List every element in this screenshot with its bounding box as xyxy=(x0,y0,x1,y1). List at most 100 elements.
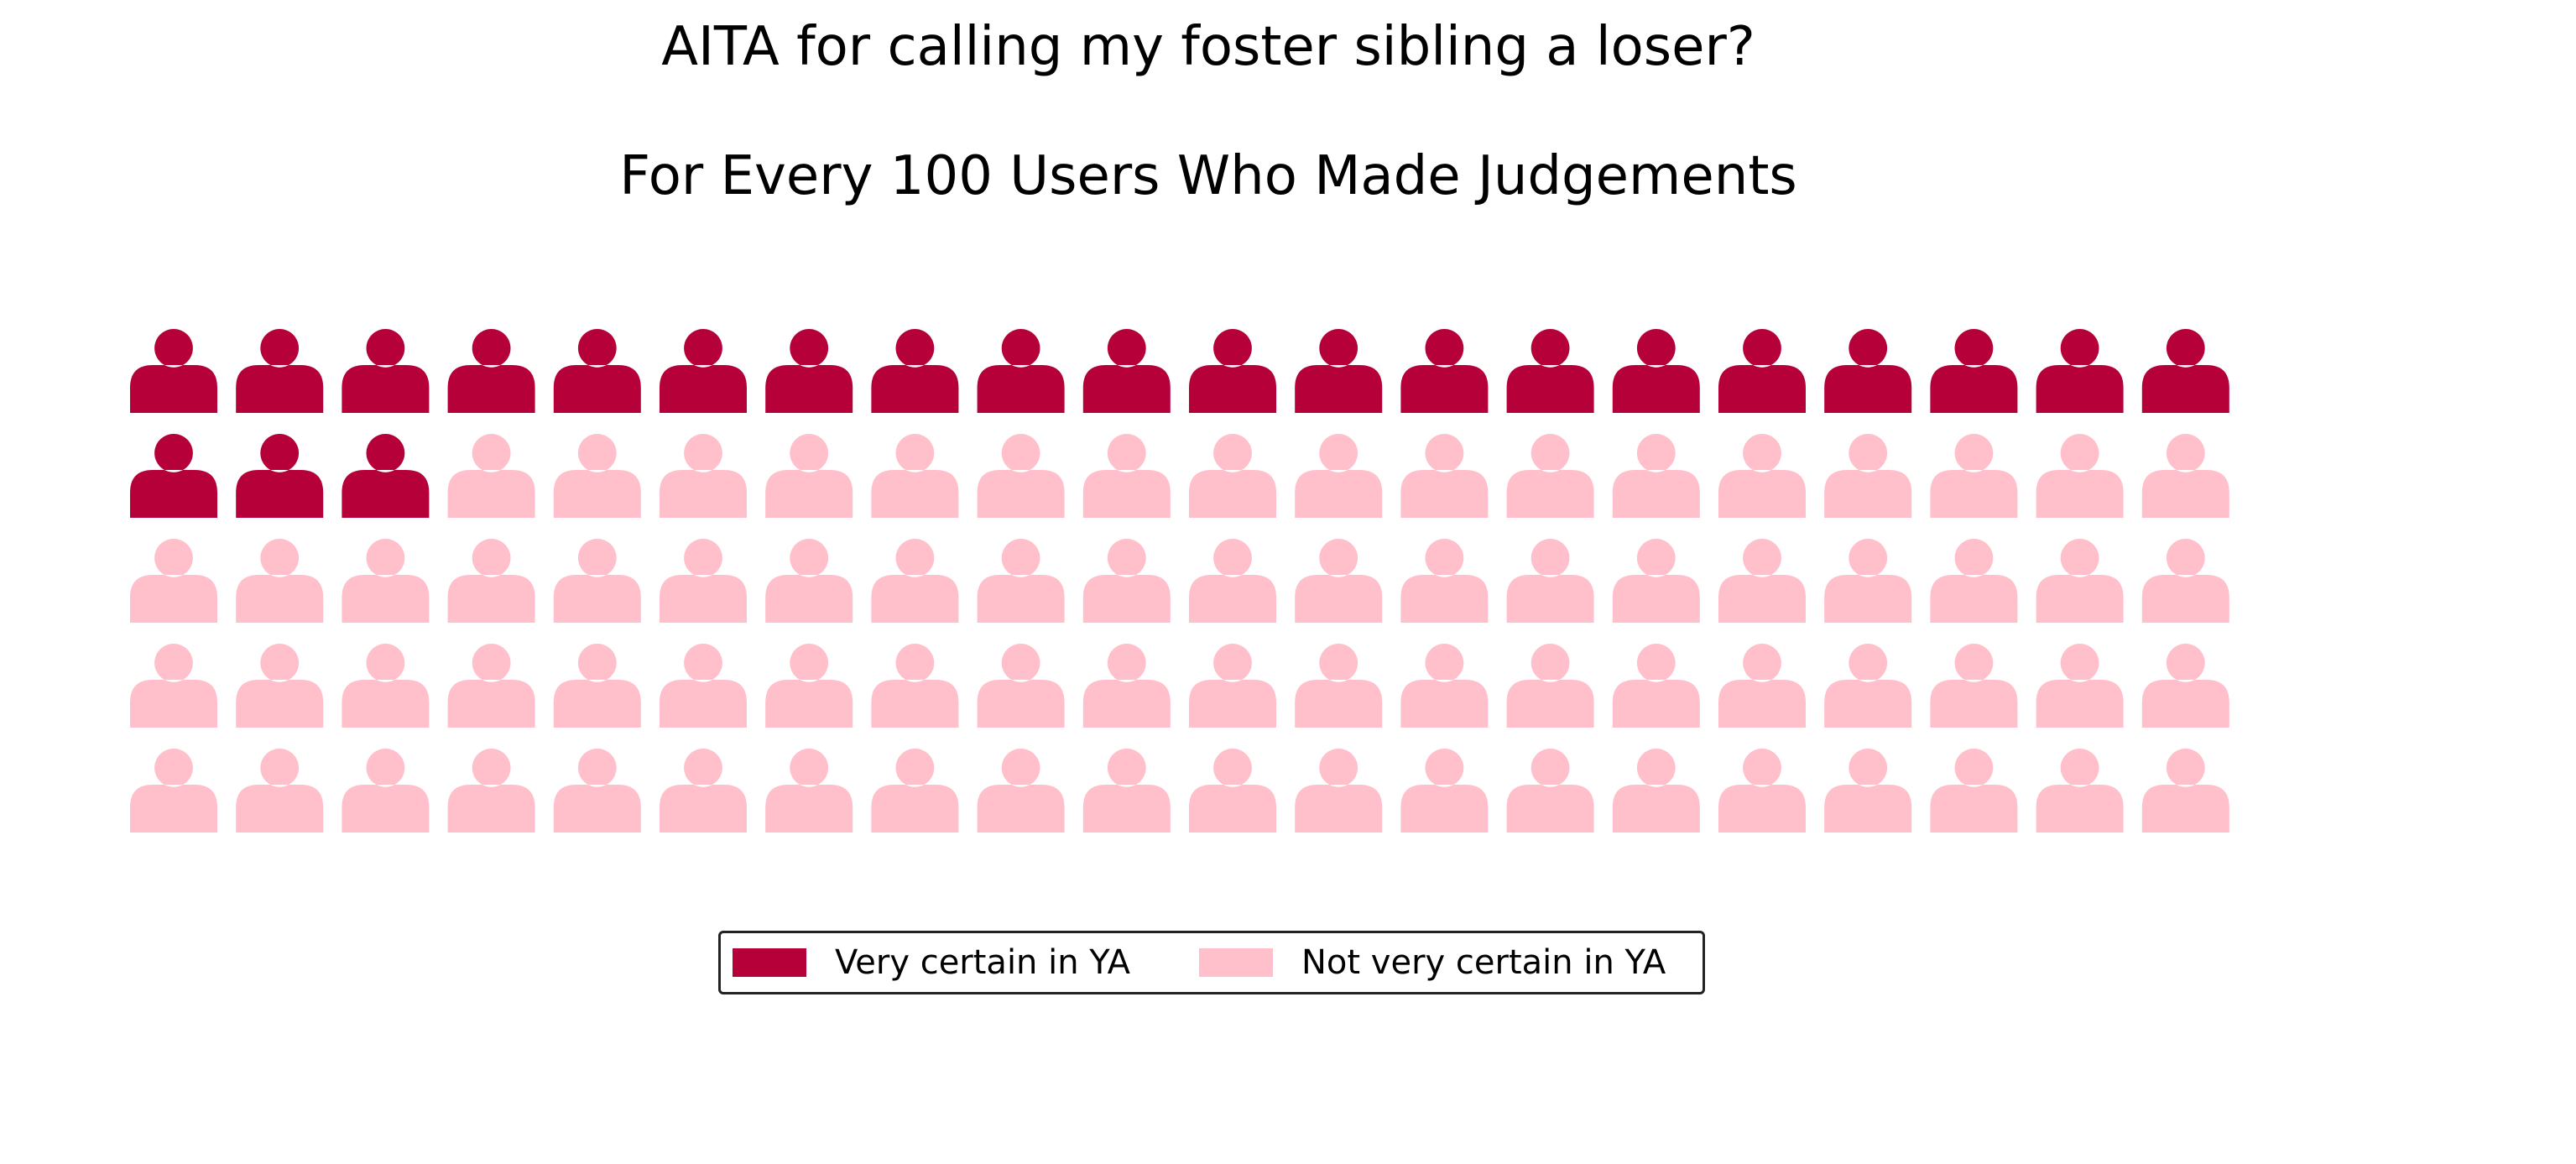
person-icon-not-very-certain-in-ya xyxy=(1295,748,1383,833)
person-icon-not-very-certain-in-ya xyxy=(447,538,535,623)
person-icon-not-very-certain-in-ya xyxy=(1295,538,1383,623)
person-icon-not-very-certain-in-ya xyxy=(2141,538,2229,623)
person-icon-not-very-certain-in-ya xyxy=(1930,433,2018,518)
person-icon-very-certain-in-ya xyxy=(1824,328,1912,413)
person-icon-not-very-certain-in-ya xyxy=(1612,644,1700,728)
legend-item-not-very-certain: Not very certain in YA xyxy=(1199,946,1666,979)
person-icon-not-very-certain-in-ya xyxy=(977,538,1065,623)
person-icon-not-very-certain-in-ya xyxy=(1295,644,1383,728)
person-icon-not-very-certain-in-ya xyxy=(2036,433,2124,518)
person-icon-very-certain-in-ya xyxy=(1082,328,1171,413)
person-icon-not-very-certain-in-ya xyxy=(342,538,430,623)
person-icon-not-very-certain-in-ya xyxy=(130,643,217,728)
person-icon-not-very-certain-in-ya xyxy=(1400,644,1489,728)
person-icon-not-very-certain-in-ya xyxy=(1718,644,1806,728)
person-icon-not-very-certain-in-ya xyxy=(553,538,641,623)
person-icon-not-very-certain-in-ya xyxy=(342,644,430,728)
person-icon-not-very-certain-in-ya xyxy=(1824,748,1912,833)
person-icon-not-very-certain-in-ya xyxy=(2141,433,2229,518)
person-icon-not-very-certain-in-ya xyxy=(1189,748,1276,833)
legend-label-not-very-certain: Not very certain in YA xyxy=(1301,943,1666,982)
person-icon-not-very-certain-in-ya xyxy=(871,644,959,728)
person-icon-very-certain-in-ya xyxy=(447,328,535,413)
person-icon-not-very-certain-in-ya xyxy=(977,433,1065,518)
person-icon-very-certain-in-ya xyxy=(236,433,324,518)
person-icon-not-very-certain-in-ya xyxy=(1930,644,2018,728)
person-icon-very-certain-in-ya xyxy=(1400,328,1489,413)
person-icon-not-very-certain-in-ya xyxy=(871,433,959,518)
person-icon-very-certain-in-ya xyxy=(2036,328,2124,413)
person-icon-not-very-certain-in-ya xyxy=(1189,644,1276,728)
person-icon-not-very-certain-in-ya xyxy=(1082,433,1171,518)
person-icon-very-certain-in-ya xyxy=(765,328,853,413)
person-icon-not-very-certain-in-ya xyxy=(765,538,853,623)
person-icon-very-certain-in-ya xyxy=(1718,328,1806,413)
person-icon-not-very-certain-in-ya xyxy=(1930,748,2018,833)
person-icon-not-very-certain-in-ya xyxy=(130,538,217,623)
person-icon-not-very-certain-in-ya xyxy=(1930,538,2018,623)
person-icon-not-very-certain-in-ya xyxy=(236,644,324,728)
legend-item-very-certain: Very certain in YA xyxy=(733,946,1130,979)
person-icon-not-very-certain-in-ya xyxy=(1612,433,1700,518)
person-icon-not-very-certain-in-ya xyxy=(2141,644,2229,728)
person-icon-not-very-certain-in-ya xyxy=(1718,433,1806,518)
person-icon-very-certain-in-ya xyxy=(130,433,217,518)
person-icon-not-very-certain-in-ya xyxy=(236,748,324,833)
person-icon-not-very-certain-in-ya xyxy=(1718,538,1806,623)
person-icon-very-certain-in-ya xyxy=(977,328,1065,413)
person-icon-not-very-certain-in-ya xyxy=(1506,433,1594,518)
person-icon-not-very-certain-in-ya xyxy=(977,748,1065,833)
person-icon-not-very-certain-in-ya xyxy=(1824,644,1912,728)
person-icon-not-very-certain-in-ya xyxy=(660,644,747,728)
person-icon-very-certain-in-ya xyxy=(1612,328,1700,413)
person-icon-not-very-certain-in-ya xyxy=(553,433,641,518)
person-icon-not-very-certain-in-ya xyxy=(1295,433,1383,518)
legend-label-very-certain: Very certain in YA xyxy=(835,943,1130,982)
person-icon-not-very-certain-in-ya xyxy=(236,538,324,623)
chart-title: AITA for calling my foster sibling a los… xyxy=(661,16,1755,78)
person-icon-very-certain-in-ya xyxy=(2141,328,2229,413)
person-icon-very-certain-in-ya xyxy=(342,433,430,518)
person-icon-not-very-certain-in-ya xyxy=(977,644,1065,728)
person-icon-not-very-certain-in-ya xyxy=(660,538,747,623)
person-icon-not-very-certain-in-ya xyxy=(1082,538,1171,623)
person-icon-very-certain-in-ya xyxy=(236,328,324,413)
person-icon-not-very-certain-in-ya xyxy=(447,644,535,728)
person-icon-very-certain-in-ya xyxy=(1930,328,2018,413)
person-icon-very-certain-in-ya xyxy=(660,328,747,413)
person-icon-very-certain-in-ya xyxy=(1295,328,1383,413)
legend-swatch-not-very-certain xyxy=(1199,948,1273,977)
legend-swatch-very-certain xyxy=(733,948,806,977)
person-icon-not-very-certain-in-ya xyxy=(1612,538,1700,623)
person-icon-not-very-certain-in-ya xyxy=(765,433,853,518)
person-icon-not-very-certain-in-ya xyxy=(660,748,747,833)
person-icon-very-certain-in-ya xyxy=(342,328,430,413)
person-icon-very-certain-in-ya xyxy=(871,328,959,413)
person-icon-not-very-certain-in-ya xyxy=(1082,748,1171,833)
person-icon-not-very-certain-in-ya xyxy=(1824,433,1912,518)
person-icon-not-very-certain-in-ya xyxy=(2141,748,2229,833)
person-icon-not-very-certain-in-ya xyxy=(553,748,641,833)
person-icon-not-very-certain-in-ya xyxy=(1082,643,1171,728)
person-icon-not-very-certain-in-ya xyxy=(765,644,853,728)
person-icon-not-very-certain-in-ya xyxy=(130,748,217,833)
person-icon-not-very-certain-in-ya xyxy=(660,433,747,518)
person-icon-not-very-certain-in-ya xyxy=(871,748,959,833)
person-icon-not-very-certain-in-ya xyxy=(1189,538,1276,623)
person-icon-not-very-certain-in-ya xyxy=(1506,748,1594,833)
person-icon-very-certain-in-ya xyxy=(1189,328,1276,413)
person-icon-not-very-certain-in-ya xyxy=(342,748,430,833)
person-icon-not-very-certain-in-ya xyxy=(1189,433,1276,518)
person-icon-not-very-certain-in-ya xyxy=(447,433,535,518)
person-icon-not-very-certain-in-ya xyxy=(1400,538,1489,623)
person-icon-not-very-certain-in-ya xyxy=(1400,748,1489,833)
chart-subtitle: For Every 100 Users Who Made Judgements xyxy=(619,145,1797,207)
person-icon-not-very-certain-in-ya xyxy=(1506,538,1594,623)
person-icon-not-very-certain-in-ya xyxy=(2036,538,2124,623)
legend: Very certain in YA Not very certain in Y… xyxy=(718,931,1705,994)
person-icon-not-very-certain-in-ya xyxy=(447,748,535,833)
person-icon-very-certain-in-ya xyxy=(130,328,217,413)
person-icon-not-very-certain-in-ya xyxy=(1400,433,1489,518)
